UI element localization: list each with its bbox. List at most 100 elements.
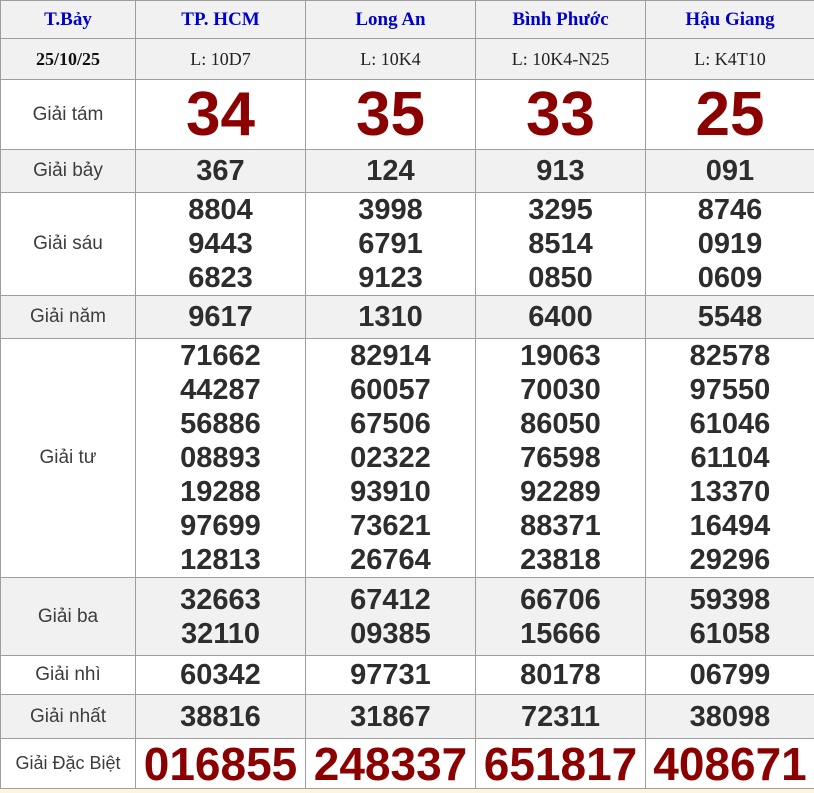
prize-values-cell: 38098 — [645, 694, 814, 739]
prize-number: 9617 — [188, 301, 253, 333]
draw-code-long-an: L: 10K4 — [305, 38, 476, 80]
prize-number: 9443 — [188, 228, 253, 260]
prize-values-cell: 82578 97550 61046 61104 13370 16494 29296 — [645, 338, 814, 578]
prize-number: 56886 — [180, 408, 261, 440]
prize-number: 26764 — [350, 544, 431, 576]
prize-label-giai-nam: Giải năm — [0, 295, 136, 339]
prize-number: 38816 — [180, 700, 261, 733]
prize-values-cell: 913 — [475, 149, 646, 193]
prize-values-cell: 32663 32110 — [135, 577, 306, 656]
prize-values-cell: 5548 — [645, 295, 814, 339]
prize-values-cell: 06799 — [645, 655, 814, 695]
prize-number: 09385 — [350, 617, 431, 650]
prize-number: 44287 — [180, 374, 261, 406]
prize-number: 34 — [186, 79, 255, 149]
prize-values-cell: 72311 — [475, 694, 646, 739]
prize-label-giai-nhi: Giải nhì — [0, 655, 136, 695]
prize-values-cell: 82914 60057 67506 02322 93910 73621 26764 — [305, 338, 476, 578]
prize-values-cell: 38816 — [135, 694, 306, 739]
prize-label-giai-tam: Giải tám — [0, 79, 136, 150]
prize-number: 8746 — [697, 194, 763, 226]
prize-number: 76598 — [520, 442, 601, 474]
prize-number: 72311 — [520, 700, 601, 733]
prize-label-giai-ba: Giải ba — [0, 577, 136, 656]
prize-number: 61104 — [690, 442, 770, 474]
station-header-binh-phuoc[interactable]: Bình Phước — [475, 0, 646, 39]
prize-values-cell: 25 — [645, 79, 814, 150]
prize-number: 6823 — [188, 262, 253, 294]
prize-number: 31867 — [350, 700, 431, 733]
prize-values-cell: 3998 6791 9123 — [305, 192, 476, 296]
prize-number: 408671 — [653, 738, 807, 789]
prize-number: 67506 — [350, 408, 431, 440]
prize-number: 15666 — [520, 617, 601, 650]
prize-number: 0919 — [697, 228, 763, 260]
station-header-long-an[interactable]: Long An — [305, 0, 476, 39]
prize-values-cell: 124 — [305, 149, 476, 193]
prize-number: 08893 — [180, 442, 261, 474]
prize-values-cell: 6400 — [475, 295, 646, 339]
prize-number: 0850 — [528, 262, 593, 294]
prize-values-cell: 35 — [305, 79, 476, 150]
prize-number: 25 — [695, 79, 765, 149]
prize-number: 3295 — [528, 194, 593, 226]
prize-number: 82578 — [689, 340, 771, 372]
prize-row-giai-nhi: Giải nhì 60342 97731 80178 06799 — [0, 655, 814, 695]
prize-number: 97550 — [689, 374, 771, 406]
prize-values-cell: 3295 8514 0850 — [475, 192, 646, 296]
prize-row-giai-nhat: Giải nhất 38816 31867 72311 38098 — [0, 694, 814, 739]
prize-values-cell: 9617 — [135, 295, 306, 339]
prize-row-giai-bay: Giải bảy 367 124 913 091 — [0, 149, 814, 193]
prize-number: 92289 — [520, 476, 601, 508]
prize-number: 60057 — [350, 374, 431, 406]
draw-code-hau-giang: L: K4T10 — [645, 38, 814, 80]
prize-number: 124 — [366, 155, 415, 187]
prize-number: 19288 — [180, 476, 261, 508]
header-row: T.Bảy TP. HCM Long An Bình Phước Hậu Gia… — [0, 0, 814, 39]
prize-number: 12813 — [180, 544, 261, 576]
prize-rows: Giải tám 34 35 33 25 Giải bảy 367 124 913 091 Giải… — [0, 79, 814, 789]
prize-number: 016855 — [143, 738, 298, 789]
draw-code-binh-phuoc: L: 10K4-N25 — [475, 38, 646, 80]
prize-number: 61058 — [689, 617, 771, 650]
prize-number: 32110 — [180, 617, 261, 650]
prize-values-cell: 60342 — [135, 655, 306, 695]
prize-number: 367 — [196, 155, 245, 187]
prize-values-cell: 248337 — [305, 738, 476, 789]
prize-number: 82914 — [350, 340, 431, 372]
prize-number: 35 — [356, 79, 425, 149]
station-header-hau-giang[interactable]: Hậu Giang — [645, 0, 814, 39]
prize-number: 6791 — [358, 228, 423, 260]
prize-number: 86050 — [520, 408, 601, 440]
day-header[interactable]: T.Bảy — [0, 0, 136, 39]
date-row: 25/10/25 L: 10D7 L: 10K4 L: 10K4-N25 L: … — [0, 38, 814, 80]
prize-values-cell: 016855 — [135, 738, 306, 789]
prize-values-cell: 33 — [475, 79, 646, 150]
prize-number: 3998 — [358, 194, 423, 226]
draw-code-tphcm: L: 10D7 — [135, 38, 306, 80]
prize-label-giai-nhat: Giải nhất — [0, 694, 136, 739]
prize-values-cell: 71662 44287 56886 08893 19288 97699 12813 — [135, 338, 306, 578]
prize-number: 71662 — [180, 340, 261, 372]
station-header-tphcm[interactable]: TP. HCM — [135, 0, 306, 39]
prize-row-giai-nam: Giải năm 9617 1310 6400 5548 — [0, 295, 814, 339]
prize-values-cell: 651817 — [475, 738, 646, 789]
prize-number: 67412 — [350, 583, 431, 616]
prize-number: 091 — [705, 155, 755, 187]
prize-row-giai-ba: Giải ba 32663 32110 67412 09385 66706 15666 593… — [0, 577, 814, 656]
prize-values-cell: 8746 0919 0609 — [645, 192, 814, 296]
prize-values-cell: 367 — [135, 149, 306, 193]
prize-label-giai-bay: Giải bảy — [0, 149, 136, 193]
prize-number: 19063 — [520, 340, 601, 372]
prize-number: 06799 — [689, 659, 771, 691]
prize-number: 66706 — [520, 583, 601, 616]
prize-number: 02322 — [350, 442, 431, 474]
prize-number: 38098 — [689, 700, 771, 733]
prize-values-cell: 80178 — [475, 655, 646, 695]
prize-number: 61046 — [689, 408, 771, 440]
draw-date: 25/10/25 — [0, 38, 136, 80]
prize-number: 70030 — [520, 374, 601, 406]
prize-row-giai-tam: Giải tám 34 35 33 25 — [0, 79, 814, 150]
prize-values-cell: 31867 — [305, 694, 476, 739]
